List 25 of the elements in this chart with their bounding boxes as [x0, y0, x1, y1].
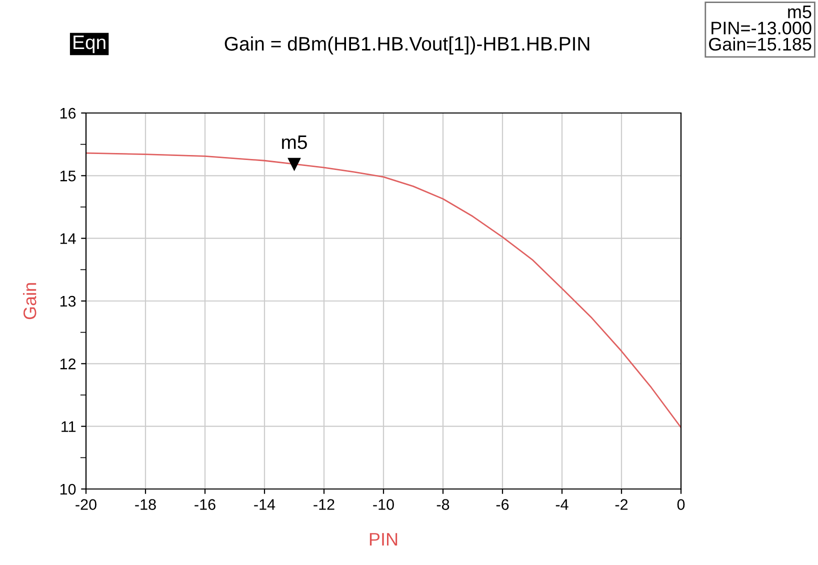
y-tick-label: 16	[60, 108, 76, 119]
x-tick-label: 0	[677, 499, 685, 510]
x-axis-title: PIN	[370, 533, 398, 546]
y-tick-label: 13	[60, 296, 76, 307]
x-tick-label: -12	[314, 499, 334, 510]
y-tick-label: 11	[62, 421, 76, 432]
y-axis-title: Gain	[23, 283, 36, 320]
chart-title: Gain = dBm(HB1.HB.Vout[1])-HB1.HB.PIN	[224, 36, 590, 55]
y-tick-label: 12	[60, 358, 76, 370]
x-tick-label: -18	[135, 499, 156, 510]
y-tick-label: 10	[60, 484, 76, 495]
x-tick-label: -4	[556, 499, 568, 510]
x-tick-label: -20	[76, 499, 96, 510]
text: Eqn	[74, 36, 106, 54]
text: m5 PIN=-13.000 Gain=15.185	[709, 6, 812, 51]
line-series	[86, 152, 681, 428]
y-tick-label: 15	[60, 170, 76, 182]
x-tick-label: -2	[615, 499, 628, 510]
x-tick-label: -14	[254, 499, 276, 510]
x-tick-label: -16	[194, 499, 216, 510]
x-tick-label: -6	[496, 499, 509, 510]
y-tick-label: 14	[60, 233, 76, 244]
x-tick-label: -10	[373, 499, 394, 510]
x-tick-label: -8	[436, 499, 450, 510]
annotation: m5	[282, 136, 307, 150]
